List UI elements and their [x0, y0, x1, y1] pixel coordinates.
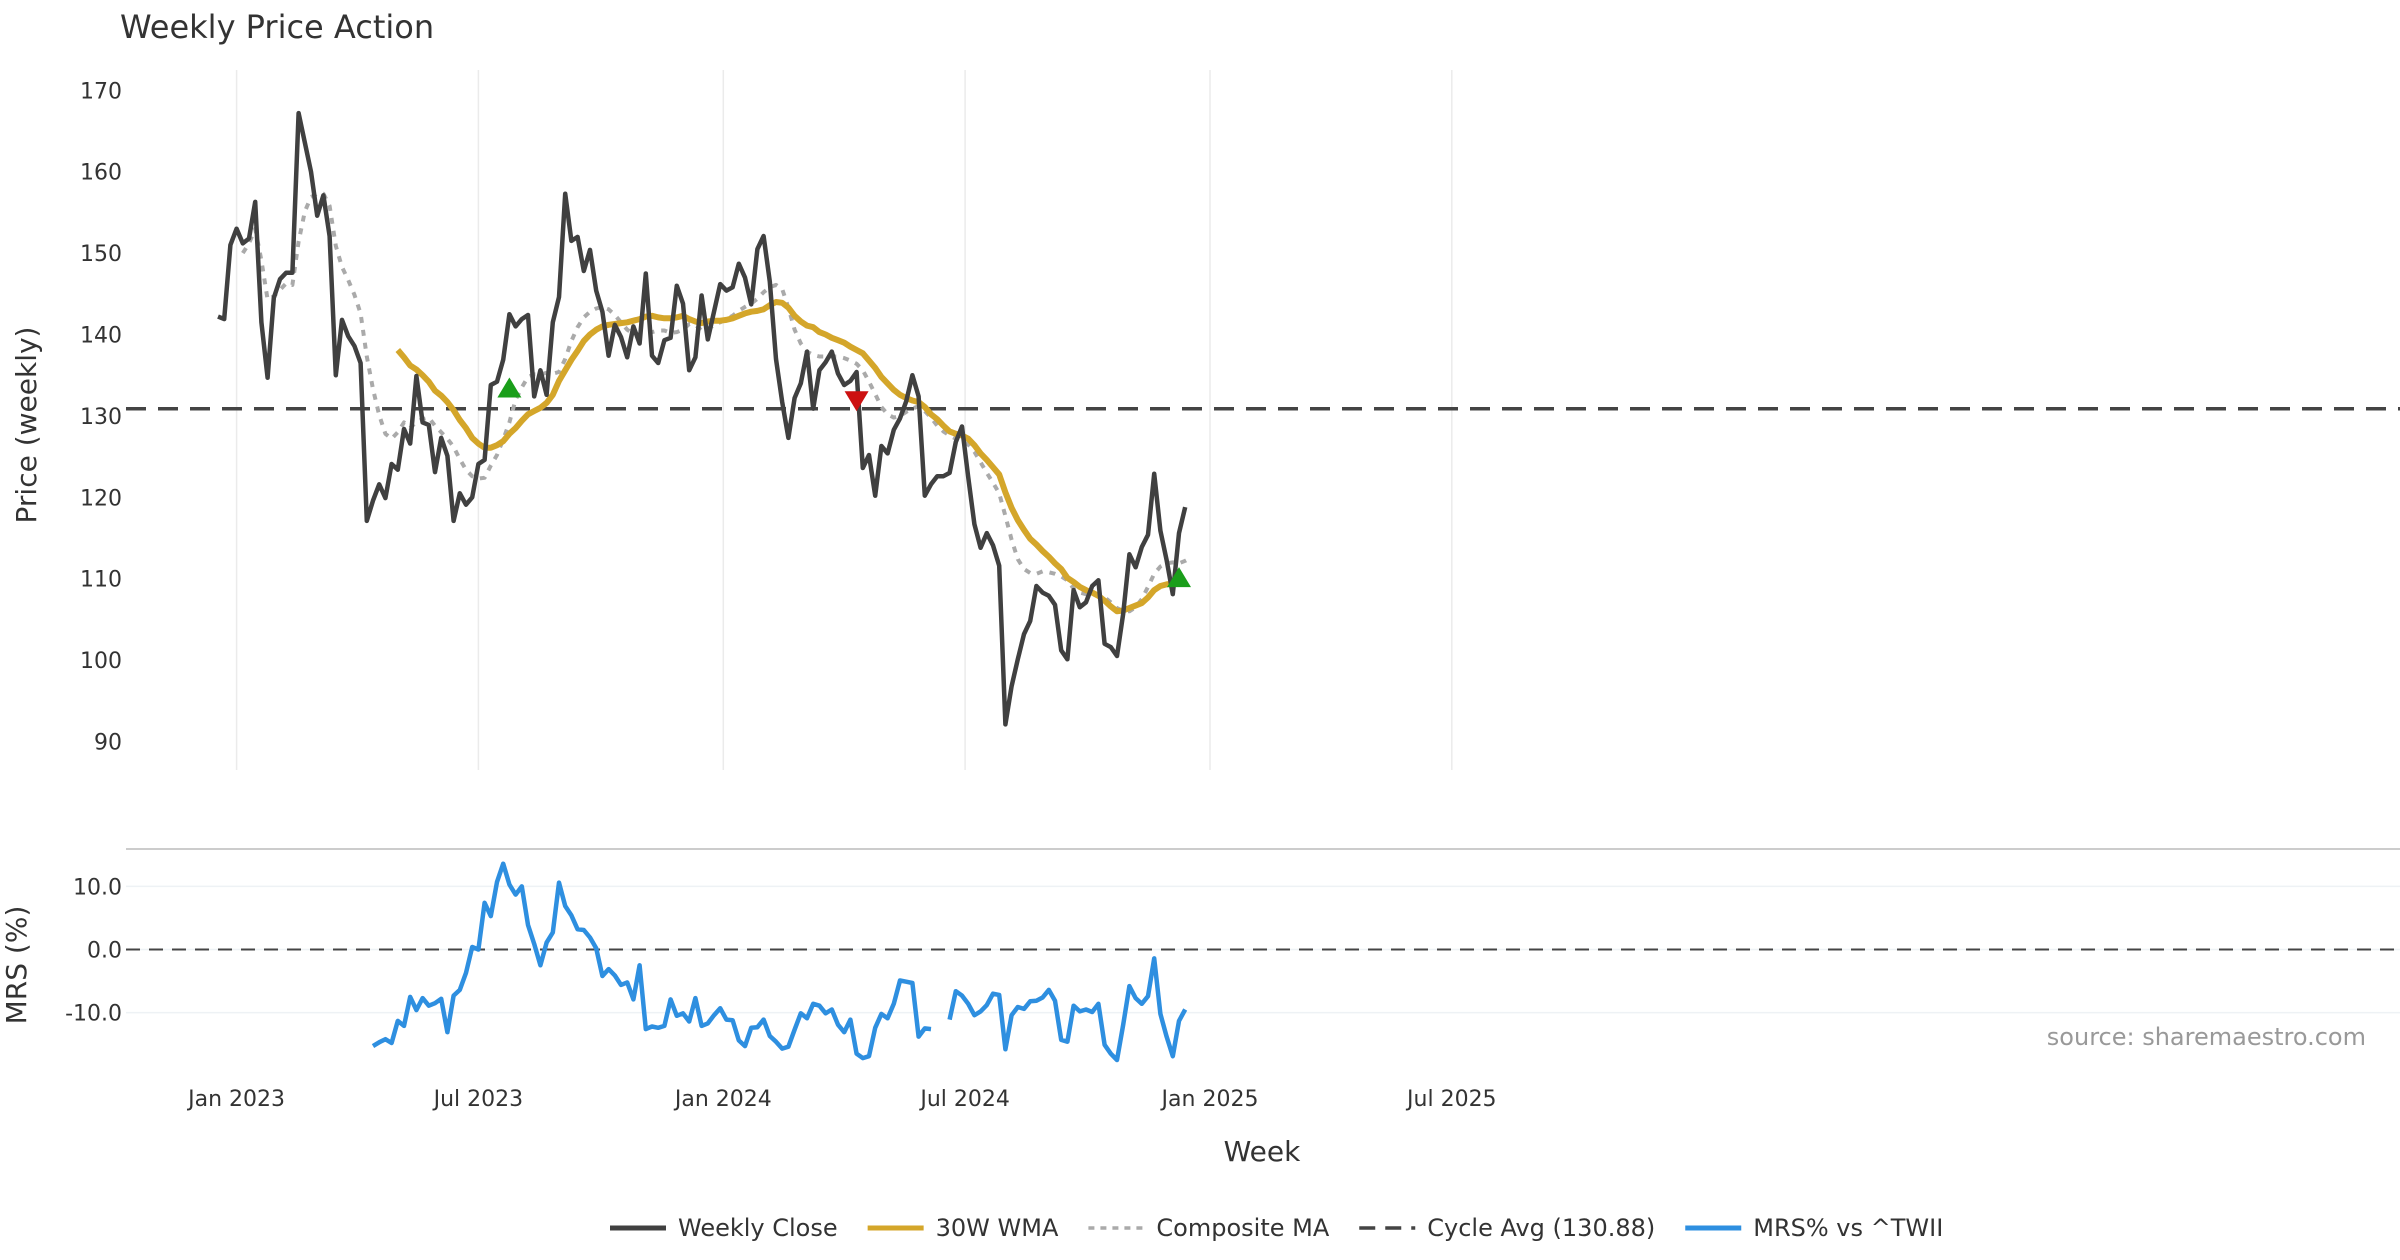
legend-label-cycle-avg-130-88: Cycle Avg (130.88) — [1427, 1214, 1655, 1242]
price-y-tick-110: 110 — [80, 568, 122, 593]
source-watermark: source: sharemaestro.com — [2047, 1023, 2366, 1051]
x-tick-jul-2024: Jul 2024 — [918, 1087, 1010, 1112]
x-tick-jan-2024: Jan 2024 — [673, 1087, 772, 1112]
x-tick-jul-2023: Jul 2023 — [432, 1087, 524, 1112]
x-tick-jan-2023: Jan 2023 — [186, 1087, 285, 1112]
price-y-tick-90: 90 — [94, 731, 122, 756]
legend-label-30w-wma: 30W WMA — [936, 1214, 1059, 1242]
buy-signal-marker-3 — [1167, 567, 1191, 588]
x-tick-jul-2025: Jul 2025 — [1405, 1087, 1497, 1112]
price-y-tick-160: 160 — [80, 161, 122, 186]
legend-label-composite-ma: Composite MA — [1156, 1214, 1329, 1242]
price-y-tick-140: 140 — [80, 324, 122, 349]
mrs-y-axis-title: MRS (%) — [0, 906, 33, 1025]
price-y-tick-170: 170 — [80, 79, 122, 104]
wma-30w-series-line — [395, 299, 1182, 615]
price-y-tick-130: 130 — [80, 405, 122, 430]
legend-label-weekly-close: Weekly Close — [678, 1214, 838, 1242]
price-y-axis-title: Price (weekly) — [10, 327, 43, 524]
mrs-y-tick-10-0: -10.0 — [65, 1002, 122, 1027]
legend-label-mrs-vs-twii: MRS% vs ^TWII — [1753, 1214, 1943, 1242]
x-axis-title: Week — [1224, 1135, 1301, 1168]
price-y-ticks: 90 100 110 120 130 140 150 160 170 — [80, 79, 122, 755]
chart-title: Weekly Price Action — [120, 8, 434, 46]
signal-markers — [497, 377, 1191, 588]
price-y-tick-120: 120 — [80, 486, 122, 511]
x-tick-jan-2025: Jan 2025 — [1160, 1087, 1259, 1112]
buy-signal-marker-1 — [497, 377, 522, 398]
mrs-y-ticks: 10.0 0.0 -10.0 — [65, 875, 122, 1026]
mrs-series-line — [371, 861, 1188, 1063]
price-y-tick-150: 150 — [80, 242, 122, 267]
sell-signal-marker-2 — [844, 391, 869, 412]
mrs-y-tick-10-0: 10.0 — [73, 875, 122, 900]
mrs-y-tick-0-0: 0.0 — [87, 939, 122, 964]
legend: Weekly Close 30W WMA Composite MA Cycle Avg… — [610, 1214, 1943, 1242]
price-y-tick-100: 100 — [80, 649, 122, 674]
price-grid — [235, 70, 1453, 770]
weekly-close-series-line — [217, 110, 1188, 727]
x-ticks: Jan 2023 Jul 2023 Jan 2024 Jul 2024 Jan 2025… — [186, 1087, 1496, 1112]
